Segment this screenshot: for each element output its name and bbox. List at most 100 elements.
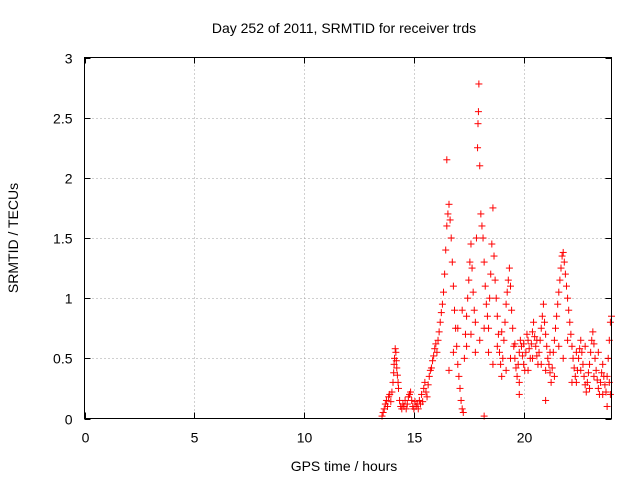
data-point — [457, 396, 465, 404]
data-point — [572, 348, 580, 356]
y-tick-label: 3 — [65, 51, 73, 67]
data-point — [498, 328, 506, 336]
data-point — [579, 360, 587, 368]
data-point — [559, 248, 567, 256]
data-point — [565, 306, 573, 314]
data-point — [594, 348, 602, 356]
data-point — [463, 342, 471, 350]
data-point — [604, 354, 612, 362]
data-point — [559, 354, 567, 362]
data-point — [499, 354, 507, 362]
data-point — [581, 342, 589, 350]
data-point — [497, 360, 505, 368]
data-point — [379, 408, 387, 416]
data-point — [524, 366, 532, 374]
data-point — [599, 390, 607, 398]
data-point — [464, 294, 472, 302]
y-tick-label: 2.5 — [53, 111, 73, 127]
data-point — [491, 276, 499, 284]
data-point — [547, 378, 555, 386]
data-point — [530, 318, 538, 326]
x-tick-label: 20 — [517, 430, 533, 446]
data-point — [450, 306, 458, 314]
data-point — [557, 264, 565, 272]
data-point — [575, 354, 583, 362]
data-point — [503, 288, 511, 296]
data-point — [445, 200, 453, 208]
data-point — [480, 258, 488, 266]
data-point — [414, 405, 422, 413]
data-point — [448, 258, 456, 266]
data-point — [587, 348, 595, 356]
data-points — [378, 80, 615, 420]
data-point — [577, 366, 585, 374]
data-point — [422, 388, 430, 396]
data-point — [533, 352, 541, 360]
data-point — [459, 408, 467, 416]
axis-ticks: 0 5 10 15 20 0 0.5 1 1.5 2 2.5 3 — [53, 51, 612, 446]
data-point — [475, 80, 483, 88]
x-tick-label: 5 — [191, 430, 199, 446]
data-point — [512, 364, 520, 372]
data-point — [583, 378, 591, 386]
data-point — [603, 372, 611, 380]
data-point — [594, 384, 602, 392]
data-point — [408, 396, 416, 404]
data-point — [429, 357, 437, 365]
data-point — [590, 340, 598, 348]
data-point — [474, 144, 482, 152]
data-point — [453, 342, 461, 350]
data-point — [523, 330, 531, 338]
data-point — [558, 252, 566, 260]
data-point — [519, 352, 527, 360]
x-axis-label: GPS time / hours — [291, 458, 398, 474]
data-point — [502, 300, 510, 308]
data-point — [555, 342, 563, 350]
data-point — [520, 360, 528, 368]
data-point — [537, 324, 545, 332]
data-point — [504, 276, 512, 284]
data-point — [546, 348, 554, 356]
x-tick-label: 15 — [407, 430, 423, 446]
data-point — [543, 342, 551, 350]
data-point — [576, 345, 584, 353]
data-point — [474, 120, 482, 128]
y-axis-label: SRMTID / TECUs — [5, 183, 21, 293]
y-tick-label: 1.5 — [53, 231, 73, 247]
data-point — [502, 366, 510, 374]
data-point — [606, 390, 614, 398]
data-point — [419, 398, 427, 406]
data-point — [434, 336, 442, 344]
data-point — [493, 312, 501, 320]
data-point — [556, 276, 564, 284]
data-point — [438, 300, 446, 308]
data-point — [501, 318, 509, 326]
data-point — [415, 396, 423, 404]
data-point — [546, 369, 554, 377]
data-point — [387, 398, 395, 406]
data-point — [562, 282, 570, 290]
data-point — [544, 354, 552, 362]
data-point — [560, 258, 568, 266]
data-point — [454, 360, 462, 368]
data-point — [402, 405, 410, 413]
data-point — [550, 336, 558, 344]
data-point — [442, 246, 450, 254]
data-point — [492, 294, 500, 302]
y-tick-label: 1 — [65, 291, 73, 307]
data-point — [483, 312, 491, 320]
data-point — [566, 318, 574, 326]
data-point — [511, 340, 519, 348]
data-point — [440, 288, 448, 296]
data-point — [449, 282, 457, 290]
data-point — [577, 336, 585, 344]
data-point — [468, 264, 476, 272]
data-point — [488, 240, 496, 248]
data-point — [382, 396, 390, 404]
data-point — [548, 364, 556, 372]
data-point — [471, 318, 479, 326]
data-point — [508, 306, 516, 314]
data-point — [586, 384, 594, 392]
data-point — [568, 342, 576, 350]
